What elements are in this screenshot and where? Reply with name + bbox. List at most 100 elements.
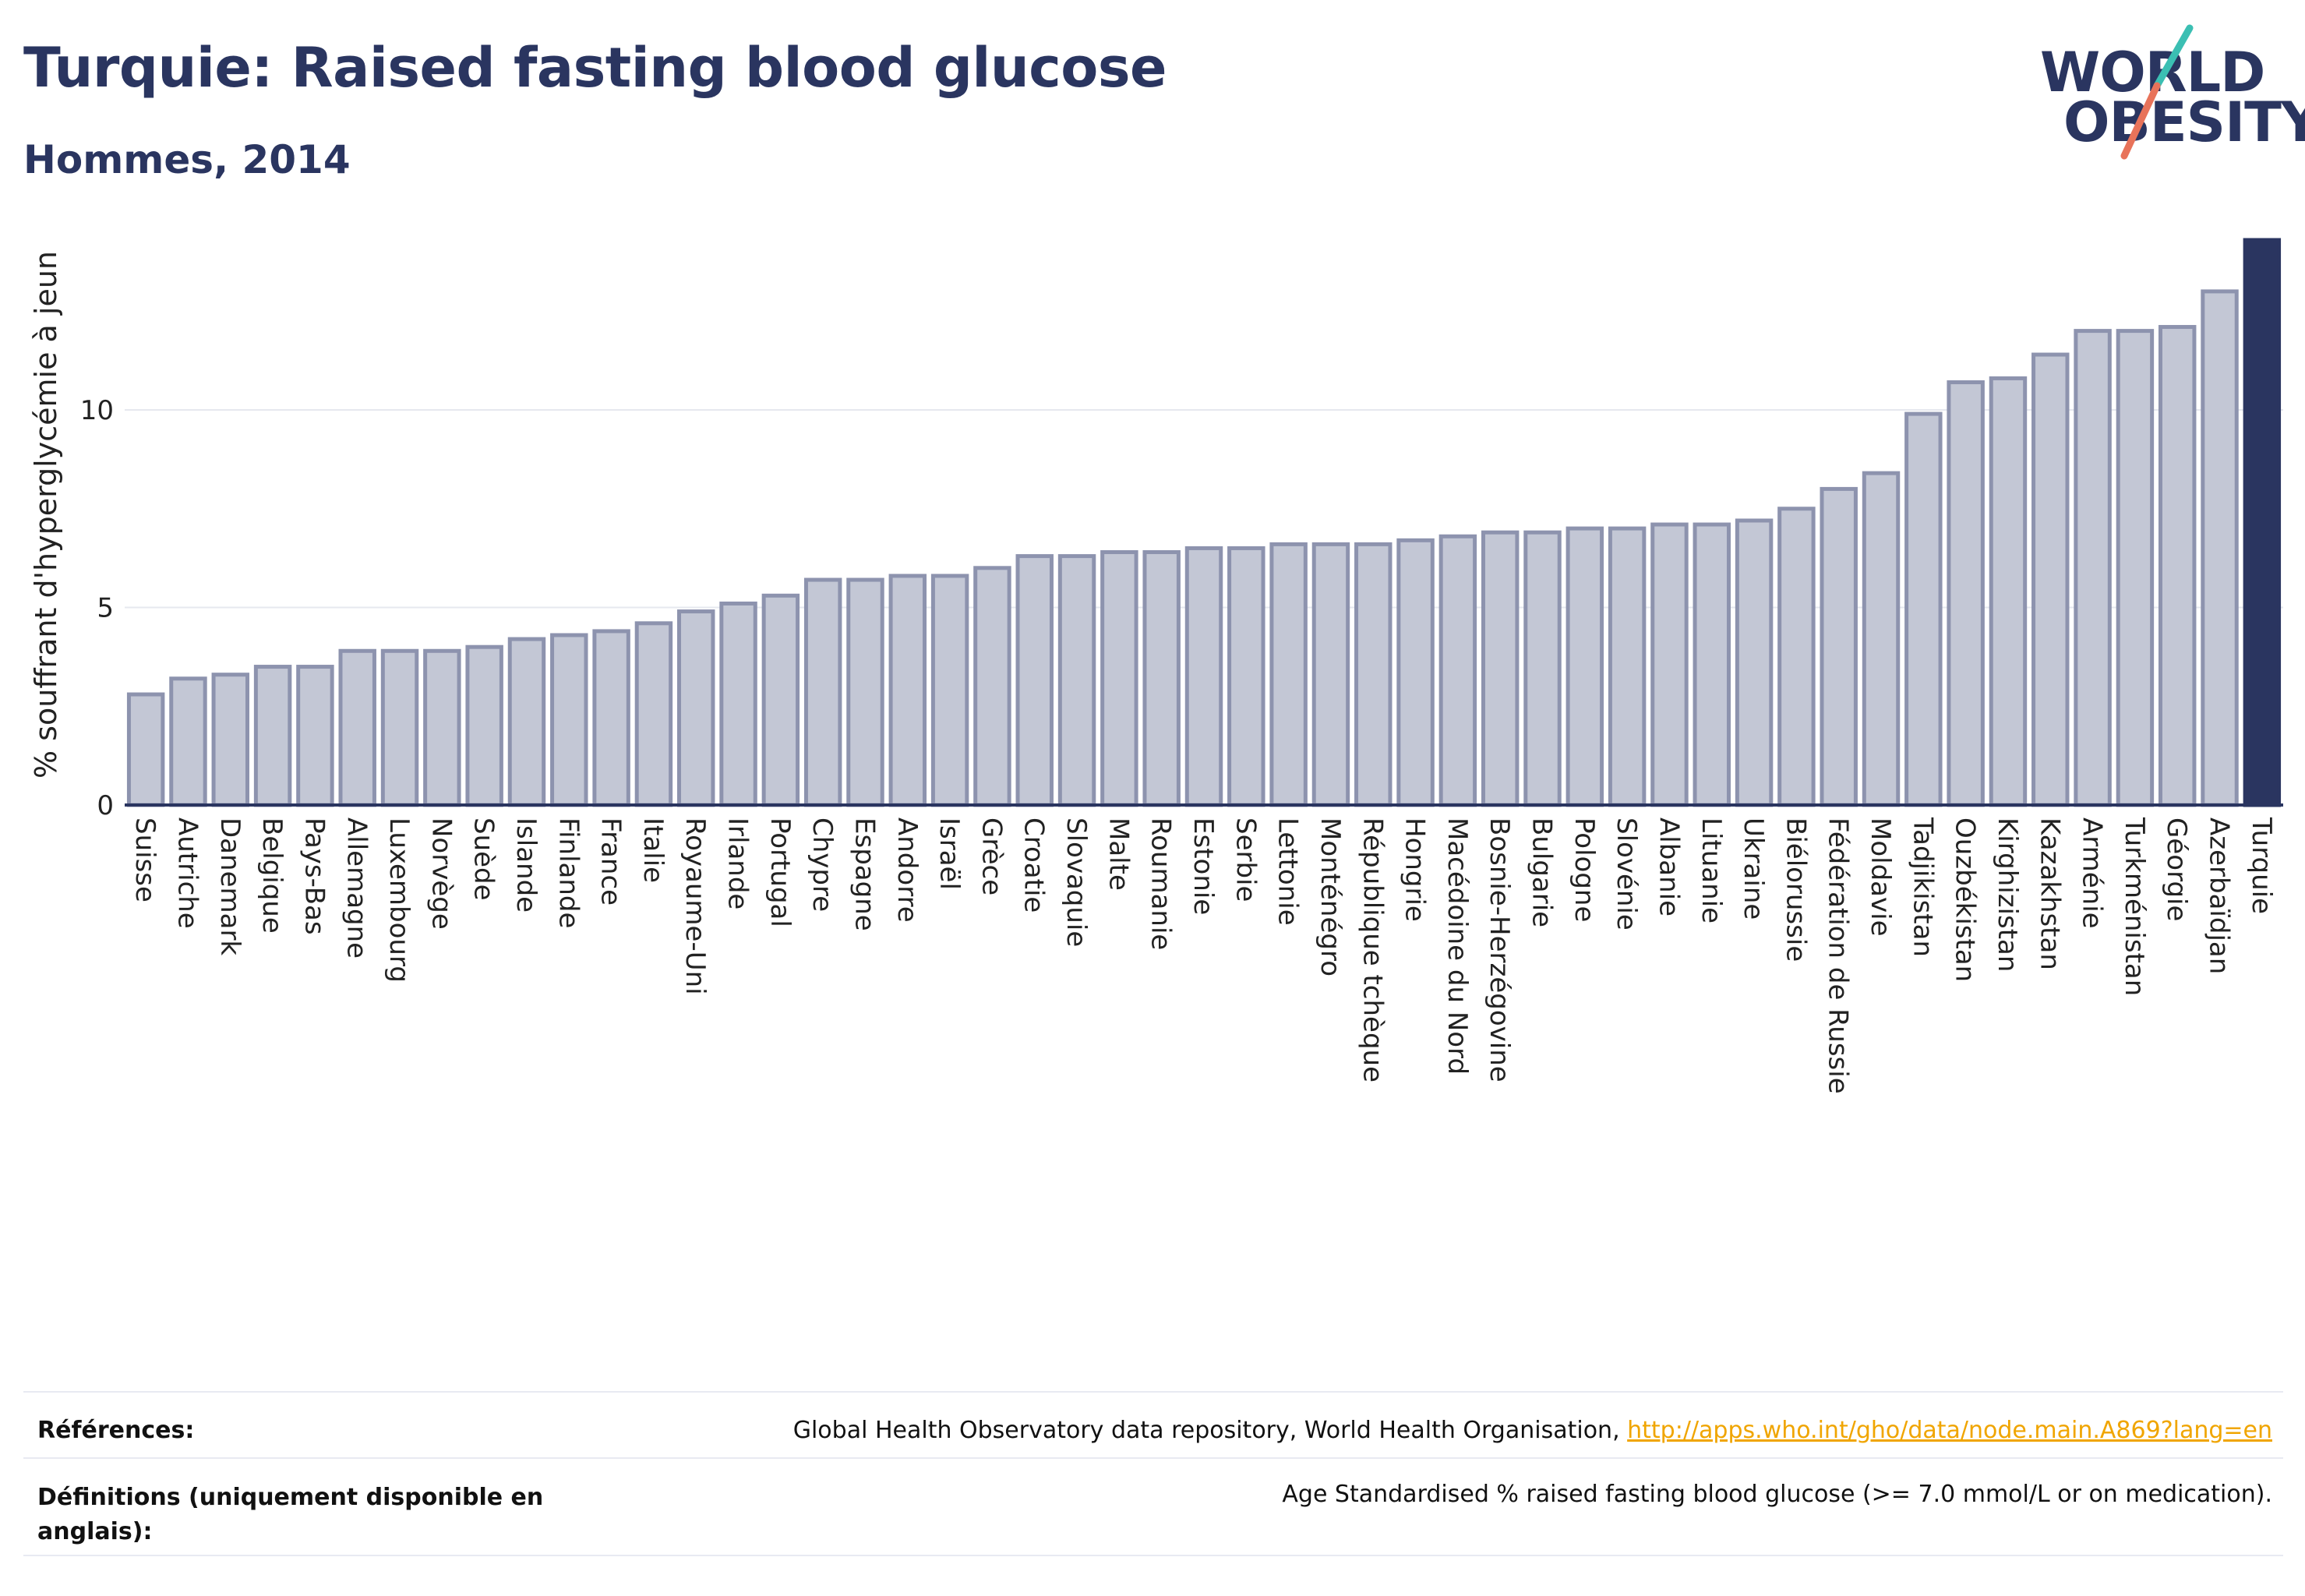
footer-divider-bottom [23, 1555, 2283, 1556]
bar [253, 665, 292, 807]
bar [550, 633, 588, 807]
references-text: Global Health Observatory data repositor… [793, 1417, 2272, 1444]
bar [1862, 471, 1901, 807]
bar [1989, 376, 2028, 807]
bar [1396, 538, 1435, 807]
x-tick-label: Slovénie [1611, 817, 1642, 930]
x-tick-label: Luxembourg [383, 817, 415, 983]
x-tick-label: Géorgie [2161, 817, 2192, 921]
bar [973, 566, 1011, 807]
x-tick-label: Pays-Bas [298, 817, 330, 935]
bar [1650, 522, 1689, 807]
bar [423, 648, 461, 807]
definitions-label: Définitions (uniquement disponible en an… [37, 1484, 544, 1545]
bar [211, 673, 250, 807]
bar [1777, 507, 1816, 807]
x-tick-label: Andorre [891, 817, 923, 923]
bar [1693, 522, 1731, 807]
footer-divider-top [23, 1391, 2283, 1393]
bar [1354, 542, 1393, 807]
bar-chart: 0 5 10 % souffrant d'hyperglycémie à jeun Su… [29, 238, 2283, 1094]
x-tick-label: Croatie [1018, 817, 1050, 913]
bar [2116, 329, 2155, 807]
x-tick-label: Macédoine du Nord [1442, 817, 1473, 1075]
x-tick-label: Monténégro [1315, 817, 1346, 976]
bar [465, 644, 503, 807]
bar [1100, 550, 1138, 807]
y-tick-label: 0 [97, 790, 114, 821]
x-tick-label: Finlande [552, 817, 584, 928]
bar [1015, 554, 1054, 807]
x-tick-label: Arménie [2077, 817, 2108, 929]
world-obesity-logo: WORLD OBESITY [2034, 23, 2305, 164]
x-tick-label: Danemark [214, 817, 245, 955]
x-tick-label: Kirghizistan [1992, 817, 2023, 972]
bar [1184, 546, 1223, 807]
bar [1438, 534, 1477, 807]
x-tick-label: Kazakhstan [2034, 817, 2065, 970]
bar [1227, 546, 1265, 807]
bar [1904, 411, 1943, 807]
bar [2031, 352, 2070, 807]
x-tick-label: Royaume-Uni [679, 817, 711, 995]
bar [1481, 530, 1520, 807]
x-tick-label: Estonie [1188, 817, 1219, 915]
x-tick-label: Moldavie [1865, 817, 1896, 937]
x-tick-label: Belgique [256, 817, 288, 934]
x-tick-label: Serbie [1230, 817, 1261, 902]
footer-divider-middle [23, 1457, 2283, 1459]
bar [2074, 329, 2112, 807]
bar [169, 676, 207, 807]
bar [761, 593, 800, 807]
y-tick-label: 10 [80, 395, 114, 426]
x-tick-label: Hongrie [1400, 817, 1431, 922]
bar [888, 574, 927, 807]
x-tick-label: Bosnie-Herzégovine [1484, 817, 1515, 1082]
x-tick-label: Bulgarie [1527, 817, 1558, 927]
x-tick-label: Israël [934, 817, 965, 890]
bar [1565, 526, 1604, 807]
bar [338, 648, 376, 807]
x-tick-label: Roumanie [1145, 817, 1177, 950]
y-tick-label: 5 [97, 593, 114, 624]
y-axis-label: % souffrant d'hyperglycémie à jeun [29, 251, 63, 779]
bar [296, 665, 334, 807]
x-tick-label: Norvège [425, 817, 457, 930]
bar [1057, 554, 1096, 807]
logo-slash-icon [2120, 24, 2194, 160]
bar [1947, 380, 1985, 807]
references-link[interactable]: http://apps.who.int/gho/data/node.main.A… [1627, 1417, 2272, 1444]
bar [2201, 289, 2239, 807]
x-tick-label: Tadjikistan [1907, 817, 1938, 957]
x-tick-label: Grèce [976, 817, 1007, 895]
x-tick-label: Pologne [1569, 817, 1600, 922]
bar [507, 637, 546, 807]
x-tick-label: Fédération de Russie [1823, 817, 1854, 1094]
x-tick-label: Espagne [849, 817, 880, 931]
x-tick-label: Lettonie [1273, 817, 1304, 926]
bar [1820, 486, 1858, 807]
x-tick-label: Suède [468, 817, 499, 901]
x-tick-label: Ouzbékistan [1950, 817, 1981, 982]
x-tick-label: Turquie [2246, 817, 2277, 914]
bar [126, 692, 165, 807]
x-tick-label: Autriche [171, 817, 203, 929]
x-tick-label: Lituanie [1696, 817, 1727, 923]
x-tick-label: Azerbaïdjan [2204, 817, 2235, 974]
bar [930, 574, 969, 807]
bar [634, 621, 673, 807]
references-label: Références: [37, 1417, 195, 1444]
x-tick-label: Irlande [722, 817, 754, 909]
definitions-text: Age Standardised % raised fasting blood … [1282, 1481, 2272, 1508]
x-tick-label: Portugal [764, 817, 796, 927]
x-tick-label: Albanie [1653, 817, 1684, 916]
bar [1142, 550, 1181, 807]
page-subtitle: Hommes, 2014 [23, 137, 351, 182]
x-tick-label: France [595, 817, 627, 906]
x-tick-label: Malte [1103, 817, 1134, 891]
bar [380, 648, 419, 807]
bar [846, 577, 884, 807]
page-title: Turquie: Raised fasting blood glucose [23, 36, 1167, 100]
x-tick-label: République tchèque [1357, 817, 1388, 1082]
bar [1311, 542, 1350, 807]
